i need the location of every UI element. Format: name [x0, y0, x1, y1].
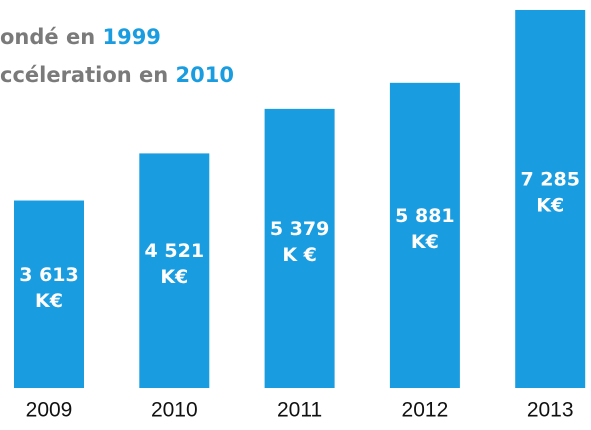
title-text: ondé en	[0, 25, 95, 49]
title-text: ccéleration en	[0, 63, 168, 87]
x-tick-label: 2011	[277, 399, 322, 422]
value-label: 5 881	[395, 205, 455, 227]
value-unit: K€	[536, 194, 564, 216]
bar	[264, 108, 335, 389]
value-unit: K €	[282, 244, 317, 266]
value-unit: K€	[160, 266, 188, 288]
x-tick-label: 2012	[402, 399, 449, 422]
x-tick-label: 2009	[26, 399, 73, 422]
value-label: 3 613	[19, 264, 79, 286]
bar	[389, 82, 460, 388]
value-label: 7 285	[520, 168, 580, 190]
value-unit: K€	[35, 290, 63, 312]
title-line: ondé en 1999	[0, 25, 161, 49]
x-tick-label: 2010	[151, 399, 198, 422]
x-tick-label: 2013	[527, 399, 574, 422]
title-highlight: 1999	[102, 25, 160, 49]
value-label: 5 379	[270, 218, 330, 240]
value-label: 4 521	[145, 240, 205, 262]
value-unit: K€	[411, 231, 439, 253]
bar	[14, 200, 84, 388]
title-line: ccéleration en 2010	[0, 63, 234, 87]
bar	[515, 9, 586, 389]
bar	[139, 153, 210, 388]
title-highlight: 2010	[176, 63, 234, 87]
